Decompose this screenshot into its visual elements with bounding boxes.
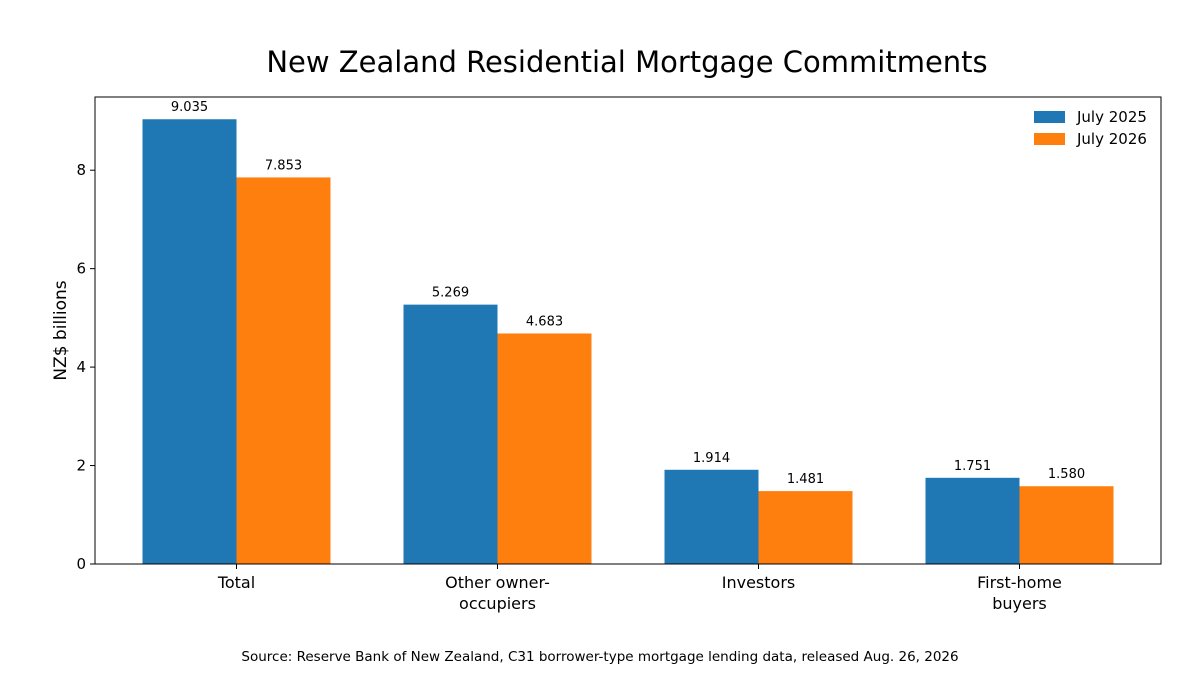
x-category-label: buyers <box>992 594 1047 613</box>
legend-label: July 2025 <box>1076 108 1147 126</box>
x-category-label: Investors <box>722 573 795 592</box>
legend-swatch-july-2026 <box>1034 133 1065 145</box>
bar-july-2025-0 <box>142 119 237 564</box>
x-category-label: occupiers <box>459 594 536 613</box>
bar-july-2025-2 <box>664 469 759 564</box>
y-tick-label: 8 <box>76 161 86 179</box>
bar-july-2026-3 <box>1019 486 1114 564</box>
y-tick-label: 2 <box>76 457 86 475</box>
plot-frame <box>94 96 1162 565</box>
legend-label: July 2026 <box>1076 130 1147 148</box>
bar-july-2026-2 <box>758 491 853 564</box>
chart-title: New Zealand Residential Mortgage Commitm… <box>266 45 987 79</box>
y-axis-title: NZ$ billions <box>51 280 71 380</box>
bar-july-2026-1 <box>497 333 592 564</box>
x-category-label: First-home <box>977 573 1062 592</box>
plot-area: 9.035 5.269 1.914 1.751 7.853 4.683 1.481 1.580… <box>51 96 1162 613</box>
source-note: Source: Reserve Bank of New Zealand, C31… <box>241 649 958 665</box>
data-label: 9.035 <box>171 100 208 115</box>
data-label: 7.853 <box>265 158 302 173</box>
bar-july-2026-0 <box>236 177 331 564</box>
data-label: 1.580 <box>1048 467 1085 482</box>
data-label: 5.269 <box>432 286 469 301</box>
data-label: 1.481 <box>787 472 824 487</box>
data-label: 1.751 <box>954 459 991 474</box>
data-label: 1.914 <box>693 451 730 466</box>
legend: July 2025 July 2026 <box>1034 108 1147 148</box>
x-category-label: Other owner- <box>445 573 550 592</box>
x-category-label: Total <box>217 573 255 592</box>
bar-july-2025-3 <box>925 477 1020 564</box>
bar-july-2025-1 <box>403 304 498 564</box>
y-tick-label: 4 <box>76 358 86 376</box>
y-tick-label: 6 <box>76 260 86 278</box>
data-label: 4.683 <box>526 314 563 329</box>
legend-swatch-july-2025 <box>1034 111 1065 123</box>
y-tick-label: 0 <box>76 555 86 573</box>
